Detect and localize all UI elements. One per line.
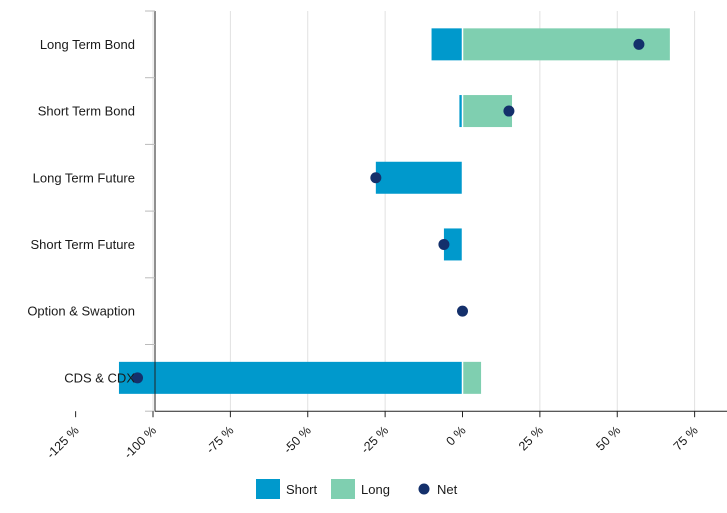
net-marker [457,305,468,317]
x-tick-label: -75 % [204,423,237,456]
grid-lines [152,11,696,412]
short-bar [443,228,463,261]
short-bar [459,95,463,128]
legend-item-long: Long [331,479,390,499]
x-tick-label: -25 % [358,423,391,456]
short-bar [375,161,463,194]
net-marker [503,105,515,117]
legend-item-short: Short [256,479,317,499]
legend-label: Net [437,482,458,497]
x-tick-label: -100 % [121,423,159,461]
x-tick-label: -125 % [44,423,82,461]
net-marker [633,38,645,50]
category-labels: Long Term Bond Short Term Bond Long Term F… [27,37,135,386]
x-tick-labels: -125 % -100 % -75 % -50 % -25 % 0 % 25 % 50 % 75… [44,423,701,461]
legend-swatch [418,483,430,495]
category-label: Short Term Bond [38,104,135,119]
category-label: Long Term Future [33,170,135,185]
category-label: Short Term Future [30,237,135,252]
short-bar [118,361,463,394]
legend: Short Long Net [256,479,458,499]
legend-label: Long [361,482,390,497]
legend-item-net: Net [418,482,458,497]
net-marker [438,238,450,250]
net-marker [370,172,382,184]
category-label: Option & Swaption [27,304,135,319]
x-tick-label: 50 % [593,423,623,453]
net-marker [132,372,144,384]
axes [75,10,727,418]
legend-swatch [331,479,355,499]
category-label: Long Term Bond [40,37,135,52]
legend-label: Short [286,482,317,497]
short-bar [431,28,463,61]
legend-swatch [256,479,280,499]
x-tick-label: 25 % [516,423,546,453]
bars [118,28,670,394]
x-tick-label: -50 % [281,423,314,456]
long-bar [462,361,482,394]
x-tick-label: 75 % [671,423,701,453]
net-markers [132,38,645,384]
category-label: CDS & CDX [64,370,135,385]
x-tick-label: 0 % [443,423,468,448]
